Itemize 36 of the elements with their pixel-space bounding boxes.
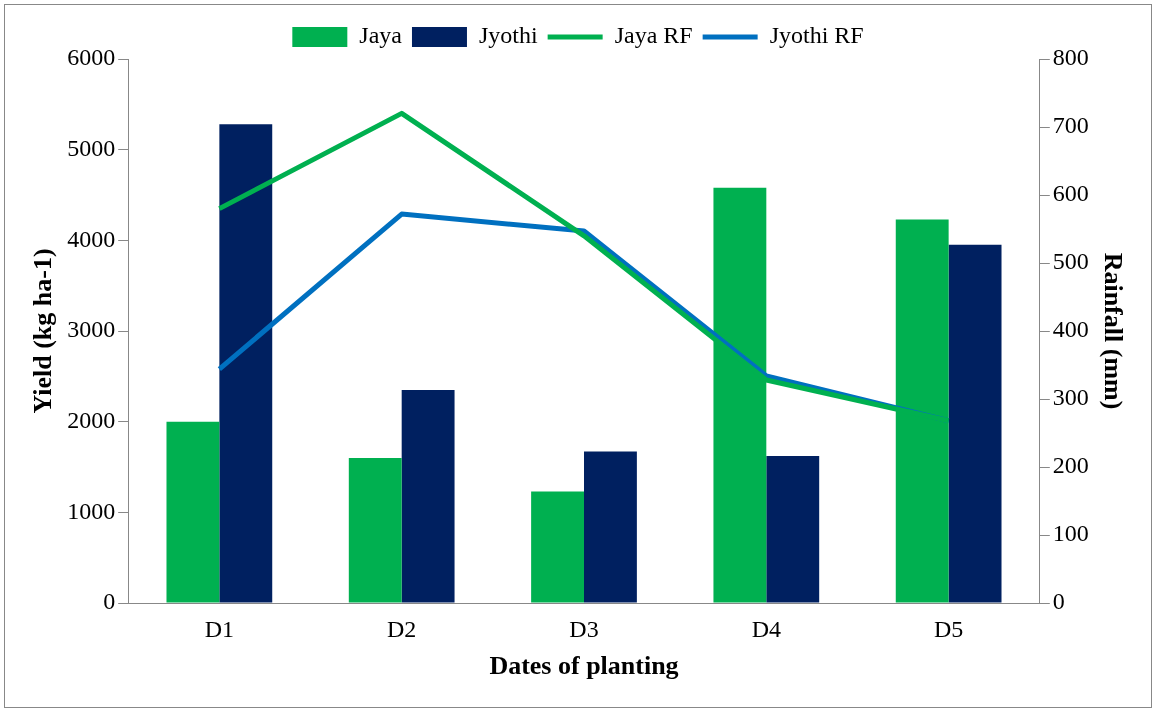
bar (584, 451, 637, 603)
y-tick-label: 3000 (67, 316, 116, 343)
y2-tick-label: 100 (1052, 520, 1089, 547)
y-tick-label: 4000 (67, 225, 116, 252)
x-tick-label: D4 (751, 615, 781, 642)
x-tick-label: D5 (933, 615, 964, 642)
y2-tick-label: 500 (1052, 248, 1089, 275)
legend-label: Jaya RF (614, 22, 693, 49)
y2-tick-label: 200 (1052, 452, 1089, 479)
legend-label: Jyothi (478, 22, 538, 49)
legend-label: Jyothi RF (769, 22, 864, 49)
bar (401, 389, 455, 603)
y-tick-label: 2000 (67, 406, 116, 433)
x-tick-label: D1 (204, 615, 235, 642)
bar (166, 421, 220, 603)
bar (348, 457, 402, 603)
y-tick-label: 5000 (67, 134, 116, 161)
y-tick-label: 1000 (67, 497, 116, 524)
y2-axis-title: Rainfall (mm) (1098, 252, 1128, 410)
y2-tick-label: 300 (1052, 384, 1089, 411)
y-tick-label: 0 (103, 588, 116, 615)
bar (219, 124, 273, 603)
y2-tick-label: 800 (1052, 44, 1089, 71)
bar (766, 456, 820, 603)
y2-tick-label: 400 (1052, 316, 1089, 343)
bar (948, 244, 1002, 603)
bar (531, 491, 584, 603)
x-tick-label: D3 (569, 615, 599, 642)
y2-tick-label: 700 (1052, 112, 1089, 139)
y2-tick-label: 600 (1052, 180, 1089, 207)
x-axis-title: Dates of planting (489, 651, 679, 681)
y2-tick-label: 0 (1052, 588, 1065, 615)
y-axis-title: Yield (kg ha-1) (28, 248, 58, 414)
x-tick-label: D2 (387, 615, 417, 642)
legend-label: Jaya (359, 22, 403, 49)
y-tick-label: 6000 (67, 44, 116, 71)
